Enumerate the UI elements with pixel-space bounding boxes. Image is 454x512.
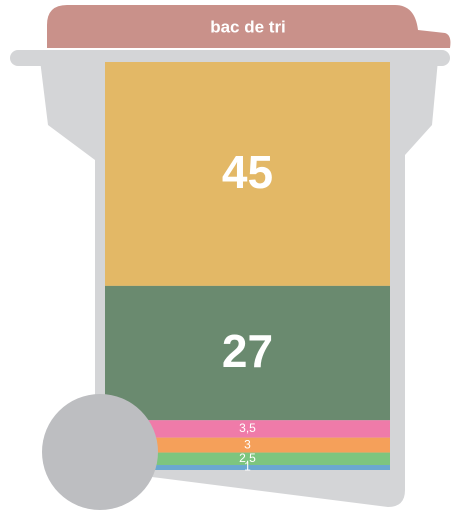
value-label: 1 (244, 460, 251, 474)
wheel (42, 394, 158, 510)
value-label: 3 (244, 437, 251, 451)
value-label: 45 (222, 146, 273, 198)
chart-title: bac de tri (210, 17, 286, 36)
chart: bac de tri 45273,532,51 (0, 0, 454, 512)
value-label: 27 (222, 325, 273, 377)
bars (105, 62, 390, 470)
value-label: 3,5 (239, 421, 256, 435)
